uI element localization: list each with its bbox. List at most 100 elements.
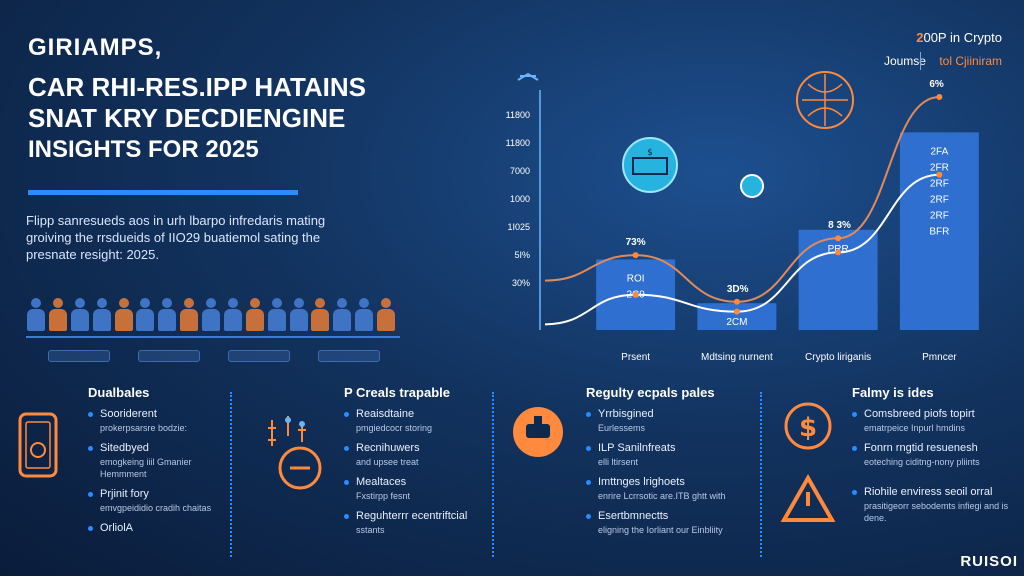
page-title: CAR RHI-RES.IPP HATAINS SNAT KRY DECDIEN… xyxy=(28,72,448,165)
bar-label: 2RF xyxy=(930,178,949,189)
crowd-label-box xyxy=(48,350,110,362)
item-main: Sooriderent xyxy=(100,408,157,420)
bar-label: 2FA xyxy=(930,146,948,157)
panel-divider xyxy=(760,392,762,557)
svg-text:$: $ xyxy=(799,413,817,443)
panel-falmy: Falmy is ides Comsbreed piofs topirt emat… xyxy=(852,385,1012,560)
item-main: Esertbmnectts xyxy=(598,510,669,522)
growth-chart: $ 1180011800700010001I0255I%30%ROI2C9Prs… xyxy=(506,71,979,363)
top-right-left: Joumse xyxy=(883,54,926,68)
item-sub: emogkeing iiil Gmanier Hemmment xyxy=(100,457,192,479)
person-silhouette xyxy=(26,298,46,332)
bar-label: 2RF xyxy=(930,210,949,221)
phone-security-icon xyxy=(18,412,58,478)
panel-p-creals: P Creals trapable Reaisdtaine pmgiedcocr … xyxy=(344,385,484,560)
data-label: 6% xyxy=(929,79,944,90)
chart-data-layer: 1180011800700010001I0255I%30%ROI2C9Prsen… xyxy=(506,79,979,363)
top-right-accent: 2 xyxy=(916,30,924,45)
bar-label: 2RF xyxy=(930,194,949,205)
y-tick-label: 30% xyxy=(512,278,530,288)
list-item: OrliolA xyxy=(88,522,228,534)
item-main: Fonrn rngtid resuenesh xyxy=(864,442,978,454)
title-underline xyxy=(28,190,298,195)
bar-label: BFR xyxy=(929,226,949,237)
x-tick-label: Crypto liriganis xyxy=(805,352,871,363)
person-silhouette xyxy=(332,298,352,332)
list-item: Imttnges lrighoets enrire Lcrrsotic are.I… xyxy=(586,476,756,502)
intro-paragraph: Flipp sanresueds aos in urh lbarpo infre… xyxy=(26,213,326,262)
item-sub: sstants xyxy=(356,525,385,535)
stopwatch-icon xyxy=(268,416,322,490)
data-label: 8 3% xyxy=(828,220,851,231)
data-label: 3D% xyxy=(727,284,749,295)
svg-text:$: $ xyxy=(647,148,653,158)
y-tick-label: 7000 xyxy=(510,166,530,176)
item-main: Comsbreed piofs topirt xyxy=(864,408,975,420)
x-tick-label: Pmncer xyxy=(922,352,957,363)
trend-line xyxy=(544,96,940,303)
data-point xyxy=(936,171,943,178)
panel-title: P Creals trapable xyxy=(344,385,450,400)
item-main: Sitedbyed xyxy=(100,442,149,454)
item-sub: Fxstirpp fesnt xyxy=(356,491,411,501)
person-silhouette xyxy=(48,298,68,332)
item-main: Yrrbisgined xyxy=(598,408,654,420)
item-sub: elli ltirsent xyxy=(598,457,639,467)
list-item: ILP Sanilnfreats elli ltirsent xyxy=(586,442,756,468)
panel-dualbales: Dualbales Sooriderent prokerpsarsre bodzi… xyxy=(88,385,228,560)
title-line-2: SNAT KRY DECDIENGINE xyxy=(28,103,346,133)
item-main: Imttnges lrighoets xyxy=(598,476,685,488)
data-point xyxy=(632,252,639,259)
data-point xyxy=(733,298,740,305)
list-item: Esertbmnectts eligning the Iorliant our E… xyxy=(586,510,756,536)
y-tick-label: 11800 xyxy=(506,110,530,120)
item-sub: prokerpsarsre bodzie: xyxy=(100,423,188,433)
person-silhouette xyxy=(310,298,330,332)
crowd-label-box xyxy=(228,350,290,362)
person-silhouette xyxy=(354,298,374,332)
panel-divider xyxy=(230,392,232,557)
panel-regulty: Regulty ecpals pales Yrrbisgined Eurlesse… xyxy=(586,385,756,560)
person-silhouette xyxy=(245,298,265,332)
bar-label: PRR xyxy=(828,244,849,255)
crowd-label-box xyxy=(138,350,200,362)
person-silhouette xyxy=(267,298,287,332)
item-sub: enrire Lcrrsotic are.ITB ghtt with xyxy=(598,491,726,501)
item-sub: eoteching ciditng-nony pliints xyxy=(864,457,980,467)
list-item: Recnihuwers and upsee treat xyxy=(344,442,484,468)
panel-title: Regulty ecpals pales xyxy=(586,385,715,400)
panel-title: Dualbales xyxy=(88,385,150,400)
item-sub: pmgiedcocr storing xyxy=(356,423,433,433)
satellite-icon xyxy=(517,72,539,81)
title-line-3: INSIGHTS FOR 2025 xyxy=(28,136,259,163)
person-silhouette xyxy=(289,298,309,332)
person-silhouette xyxy=(135,298,155,332)
y-tick-label: 1000 xyxy=(510,194,530,204)
data-point xyxy=(733,308,740,315)
item-sub: eligning the Iorliant our Einbliity xyxy=(598,525,723,535)
crowd-illustration xyxy=(26,298,396,338)
person-silhouette xyxy=(223,298,243,332)
item-sub: ematrpeice Inpurl hmdins xyxy=(864,423,966,433)
top-right-subtitle: Joumse tol Cjiiniram xyxy=(884,54,1002,68)
brand-name: GIRIAMPS, xyxy=(28,34,163,61)
list-item: Mealtaces Fxstirpp fesnt xyxy=(344,476,484,502)
item-main: Reaisdtaine xyxy=(356,408,415,420)
item-main: Prjinit fory xyxy=(100,488,149,500)
list-item: Sitedbyed emogkeing iiil Gmanier Hemmment xyxy=(88,442,228,480)
x-tick-label: Prsent xyxy=(621,352,650,363)
dollar-shield-icon: $ xyxy=(780,402,836,522)
crowd-baseline xyxy=(26,336,400,338)
person-silhouette xyxy=(376,298,396,332)
item-sub: Eurlessems xyxy=(598,423,646,433)
top-right-title-text: 00P in Crypto xyxy=(923,30,1002,45)
y-tick-label: 1I025 xyxy=(507,222,530,232)
y-tick-label: 5I% xyxy=(514,250,530,260)
item-main: Reguhterrr ecentriftcial xyxy=(356,510,468,522)
bar xyxy=(899,132,979,330)
y-tick-label: 11800 xyxy=(506,138,530,148)
bar-label: ROI xyxy=(627,273,645,284)
network-globe-icon xyxy=(796,71,854,129)
item-sub: prasitigeorr sebodemts infiegi and is de… xyxy=(864,501,1009,523)
bar xyxy=(697,303,777,330)
